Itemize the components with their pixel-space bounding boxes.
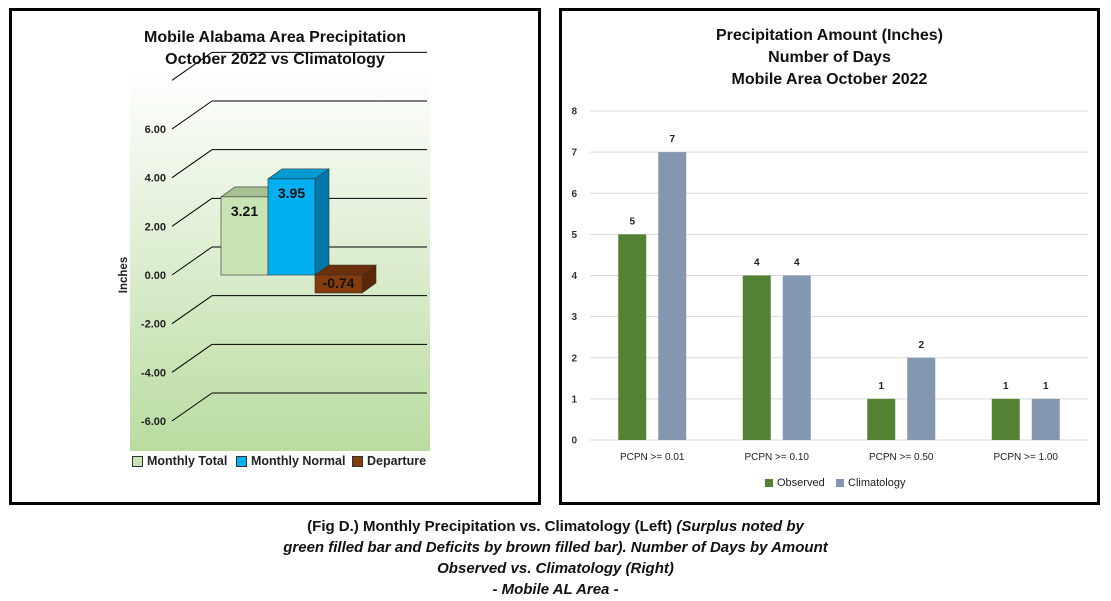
left-title-line2: October 2022 vs Climatology — [165, 51, 385, 68]
caption-line4: - Mobile AL Area - — [492, 581, 619, 598]
y-tick-label: 2 — [571, 353, 577, 364]
y-tick-label: -6.00 — [141, 416, 166, 428]
left-chart-title: Mobile Alabama Area Precipitation Octobe… — [12, 27, 538, 71]
bar-value-label: 3.21 — [231, 203, 258, 219]
legend-departure: Departure — [352, 454, 426, 468]
caption-line1-bold: (Fig D.) Monthly Precipitation vs. Clima… — [307, 518, 677, 535]
bar-value-label: 4 — [754, 258, 760, 269]
legend-climatology-swatch — [836, 479, 844, 487]
x-tick-label: PCPN >= 0.01 — [620, 452, 685, 463]
gridline-diagonal — [171, 51, 213, 81]
bar-value-label: 2 — [918, 340, 924, 351]
y-tick-label: 0 — [571, 436, 577, 447]
gridline-diagonal — [171, 100, 213, 130]
bar-value-label: 1 — [1003, 381, 1009, 392]
left-chart-panel: Mobile Alabama Area Precipitation Octobe… — [9, 8, 541, 505]
right-title-line1: Precipitation Amount (Inches) — [716, 27, 943, 44]
y-tick-label: -4.00 — [141, 367, 166, 379]
y-tick-label: 1 — [571, 394, 577, 405]
legend-monthly-total: Monthly Total — [132, 454, 227, 468]
gridline-diagonal — [171, 343, 213, 373]
y-tick-label: 0.00 — [145, 270, 166, 282]
bar-observed — [867, 398, 896, 440]
gridline-diagonal — [171, 246, 213, 276]
y-tick-label: 4.00 — [145, 173, 166, 185]
y-axis-label: Inches — [118, 257, 130, 293]
bar-value-label: 3.95 — [278, 185, 305, 201]
legend-monthly-normal: Monthly Normal — [236, 454, 345, 468]
bar-climatology — [658, 152, 687, 440]
bar-monthly-total — [220, 196, 269, 276]
y-tick-label: 5 — [571, 230, 577, 241]
y-tick-label: 3 — [571, 312, 577, 323]
bar-value-label: -0.74 — [323, 275, 355, 291]
legend-departure-swatch — [352, 455, 363, 467]
left-chart-plot: 6.00 4.00 2.00 0.00 -2.00 -4.00 -6.00 Inches 3.2… — [118, 51, 430, 451]
y-tick-label: 4 — [571, 271, 577, 282]
legend-observed-swatch — [765, 479, 773, 487]
bar-climatology — [907, 357, 936, 440]
right-chart-panel: Precipitation Amount (Inches) Number of … — [559, 8, 1100, 505]
legend-observed-label: Observed — [777, 477, 825, 489]
bar-observed — [742, 275, 771, 440]
legend-climatology-label: Climatology — [848, 477, 906, 489]
caption-line1: (Fig D.) Monthly Precipitation vs. Clima… — [0, 516, 1111, 537]
legend-climatology: Climatology — [836, 477, 905, 489]
y-tick-label: 8 — [571, 107, 577, 118]
bar-climatology — [782, 275, 811, 440]
right-title-line3: Mobile Area October 2022 — [731, 71, 928, 88]
x-tick-label: PCPN >= 0.50 — [869, 452, 934, 463]
caption-line3: Observed vs. Climatology (Right) — [437, 560, 674, 577]
legend-normal-swatch — [236, 455, 247, 467]
caption-line2: green filled bar and Deficits by brown f… — [283, 539, 828, 556]
bar-value-label: 1 — [878, 381, 884, 392]
right-chart-plot: 8 7 6 5 4 3 2 1 0 5 7 PCPN >= 0.01 4 4 PCPN >= 0.10 1 2 P… — [571, 107, 1088, 463]
bar-side-1 — [314, 168, 330, 276]
bar-observed — [618, 234, 647, 440]
legend-total-label: Monthly Total — [147, 454, 228, 468]
legend-departure-label: Departure — [367, 454, 427, 468]
figure-caption: (Fig D.) Monthly Precipitation vs. Clima… — [0, 516, 1111, 600]
x-tick-label: PCPN >= 0.10 — [745, 452, 810, 463]
bar-value-label: 5 — [629, 216, 635, 227]
bar-value-label: 1 — [1043, 381, 1049, 392]
legend-normal-label: Monthly Normal — [251, 454, 346, 468]
y-tick-label: -2.00 — [141, 319, 166, 331]
gridline-diagonal — [171, 295, 213, 325]
gridline-diagonal — [171, 392, 213, 422]
y-tick-label: 7 — [571, 148, 577, 159]
bar-monthly-normal — [267, 178, 316, 276]
y-tick-label: 6 — [571, 189, 577, 200]
gridline-diagonal — [171, 149, 213, 179]
left-title-line1: Mobile Alabama Area Precipitation — [144, 29, 406, 46]
legend-total-swatch — [132, 455, 143, 467]
bar-observed — [991, 398, 1020, 440]
legend-observed: Observed — [765, 477, 825, 489]
bar-value-label: 4 — [794, 258, 800, 269]
right-title-line2: Number of Days — [768, 49, 891, 66]
bar-departure — [314, 274, 363, 294]
y-tick-label: 2.00 — [145, 221, 166, 233]
bar-value-label: 7 — [669, 134, 675, 145]
y-tick-label: 6.00 — [145, 124, 166, 136]
x-tick-label: PCPN >= 1.00 — [994, 452, 1059, 463]
bar-climatology — [1031, 398, 1060, 440]
right-chart-title: Precipitation Amount (Inches) Number of … — [562, 25, 1097, 91]
gridline-diagonal — [171, 197, 213, 227]
caption-line1-italic: (Surplus noted by — [676, 518, 804, 535]
